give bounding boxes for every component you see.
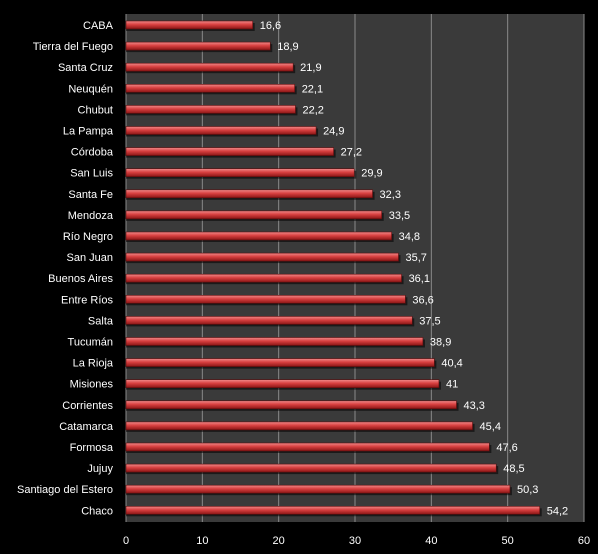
value-label: 45,4 <box>480 421 501 433</box>
bar <box>125 463 497 473</box>
category-label: Mendoza <box>68 210 114 222</box>
category-label: Chaco <box>81 505 113 517</box>
x-tick-label: 10 <box>196 535 208 547</box>
category-label: Río Negro <box>63 231 113 243</box>
value-label: 48,5 <box>503 463 524 475</box>
x-tick-label: 20 <box>273 535 285 547</box>
value-labels: 16,6 18,921,9 22,1 22,224,9 27,2 29,9 32,3 33,5… <box>260 20 568 517</box>
bar <box>125 294 406 304</box>
category-labels: CABA Tierra del Fuego Santa Cruz Neuquén Chu… <box>17 20 114 517</box>
bar <box>125 210 383 220</box>
value-label: 50,3 <box>517 484 538 496</box>
value-label: 24,9 <box>323 126 344 138</box>
value-label: 37,5 <box>419 315 440 327</box>
category-label: La Rioja <box>73 358 114 370</box>
value-label: 38,9 <box>430 337 451 349</box>
x-tick-label: 60 <box>578 535 590 547</box>
value-label: 16,6 <box>260 20 281 32</box>
bar <box>125 168 355 177</box>
bar <box>125 105 296 114</box>
x-tick-label: 50 <box>502 535 514 547</box>
bar <box>125 189 373 199</box>
bar <box>125 421 473 431</box>
category-label: Tucumán <box>68 337 113 349</box>
x-axis-ticks: 0 10 20 30 40 50 60 <box>123 535 590 547</box>
category-label: Chubut <box>78 104 113 116</box>
value-label: 47,6 <box>496 442 517 454</box>
value-label: 33,5 <box>389 210 410 222</box>
bar <box>125 231 392 241</box>
value-label: 18,9 <box>277 41 298 53</box>
value-label: 54,2 <box>547 505 568 517</box>
category-label: Entre Ríos <box>61 294 113 306</box>
bar <box>125 273 402 283</box>
category-label: CABA <box>83 20 114 32</box>
value-label: 43,3 <box>464 400 485 412</box>
category-label: Tierra del Fuego <box>33 41 113 53</box>
bar <box>125 400 457 410</box>
value-label: 34,8 <box>399 231 420 243</box>
category-label: Santa Fe <box>68 189 113 201</box>
bar <box>125 358 435 367</box>
category-label: Neuquén <box>68 83 113 95</box>
category-label: Santa Cruz <box>58 62 113 74</box>
x-tick-label: 30 <box>349 535 361 547</box>
value-label: 36,6 <box>412 294 433 306</box>
category-label: La Pampa <box>63 126 114 138</box>
bar <box>125 147 334 156</box>
category-label: San Juan <box>67 252 113 264</box>
category-label: Santiago del Estero <box>17 484 113 496</box>
bar <box>125 379 440 389</box>
value-label: 29,9 <box>361 168 382 180</box>
category-label: Buenos Aires <box>48 273 113 285</box>
bars <box>125 20 542 517</box>
category-label: Misiones <box>70 379 114 391</box>
value-label: 22,2 <box>302 104 323 116</box>
value-label: 41 <box>446 379 458 391</box>
bar <box>125 126 317 135</box>
bar <box>125 20 254 30</box>
bar <box>125 252 399 262</box>
category-label: Catamarca <box>59 421 114 433</box>
value-label: 36,1 <box>409 273 430 285</box>
value-label: 27,2 <box>341 147 362 159</box>
value-label: 32,3 <box>380 189 401 201</box>
category-label: Salta <box>88 315 114 327</box>
bar <box>125 505 541 515</box>
x-tick-label: 0 <box>123 535 129 547</box>
bar <box>125 484 511 494</box>
value-label: 35,7 <box>406 252 427 264</box>
value-label: 40,4 <box>441 358 462 370</box>
bar <box>125 337 424 346</box>
bar <box>125 84 295 93</box>
category-label: San Luis <box>70 168 113 180</box>
value-label: 22,1 <box>302 83 323 95</box>
category-label: Córdoba <box>71 147 114 159</box>
category-label: Corrientes <box>62 400 113 412</box>
x-tick-label: 40 <box>425 535 437 547</box>
bar <box>125 62 294 72</box>
category-label: Formosa <box>70 442 114 454</box>
bar <box>125 442 490 452</box>
gridlines <box>125 14 585 522</box>
bar <box>125 41 271 51</box>
value-label: 21,9 <box>300 62 321 74</box>
category-label: Jujuy <box>87 463 113 475</box>
bar <box>125 316 413 325</box>
